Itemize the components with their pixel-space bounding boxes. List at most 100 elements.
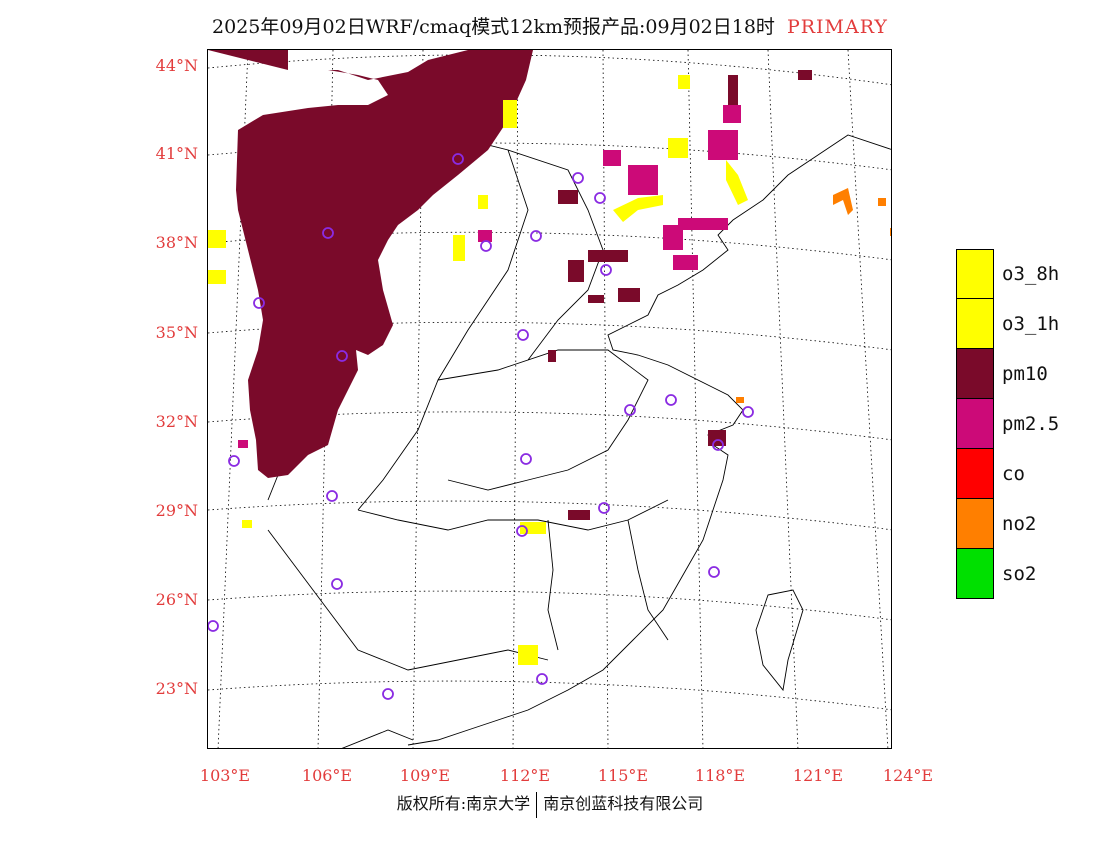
legend-swatch [956,399,994,449]
station-marker [480,240,492,252]
legend-swatch [956,499,994,549]
lat-label-41: 41°N [155,144,198,163]
legend-swatch [956,349,994,399]
lat-label-32: 32°N [155,412,198,431]
lon-label-121: 121°E [792,766,844,785]
legend-label: so2 [1002,563,1037,585]
o3-patch [518,645,538,665]
legend-item-o3-8h: o3_8h [956,249,1059,299]
pm25-patch [628,165,658,195]
lat-label-23: 23°N [155,679,198,698]
primary-tag: PRIMARY [786,16,888,38]
o3-patch [613,195,663,222]
graticule-lon-112 [512,50,519,748]
map-title: 2025年09月02日WRF/cmaq模式12km预报产品:09月02日18时 P… [0,12,1100,39]
copyright-right: 南京创蓝科技有限公司 [543,794,704,813]
map-title-text: 2025年09月02日WRF/cmaq模式12km预报产品:09月02日18时 [212,16,775,38]
o3-patch [453,235,465,261]
coastline [407,134,891,746]
station-marker [572,172,584,184]
legend-label: o3_8h [1002,263,1060,285]
copyright-left: 版权所有:南京大学 [396,794,531,813]
pm25-areas [238,105,741,448]
pm10-patch [568,510,590,520]
lat-label-35: 35°N [155,323,198,342]
station-marker [452,153,464,165]
pm10-patch [588,250,628,262]
no2-patch [736,397,744,403]
pm25-patch [678,218,728,230]
legend-swatch [956,449,994,499]
graticule-lat-44 [208,54,891,86]
o3-patch [208,230,226,248]
pm10-patch [558,190,578,204]
pm10-north-west-region [208,50,533,478]
pm10-patch [618,288,640,302]
o3-patch [208,270,226,284]
pm10-patch [568,260,584,282]
pm10-areas [208,50,812,520]
station-marker [624,404,636,416]
legend-swatch [956,549,994,599]
legend-label: co [1002,463,1025,485]
station-marker [208,620,219,632]
legend-item-no2: no2 [956,499,1059,549]
station-marker [594,192,606,204]
graticule-lon-124 [847,50,889,748]
station-marker [253,297,265,309]
pollutant-legend: o3_8h o3_1h pm10 pm2.5 co no2 so2 [956,249,1059,599]
pm25-patch [673,255,698,270]
station-marker [326,490,338,502]
legend-swatch [956,249,994,299]
legend-label: pm10 [1002,363,1048,385]
legend-label: pm2.5 [1002,413,1060,435]
legend-item-so2: so2 [956,549,1059,599]
lon-label-115: 115°E [597,766,649,785]
pm10-patch [728,75,738,105]
map-canvas [208,50,891,748]
station-marker [742,406,754,418]
station-marker [708,566,720,578]
o3-patch [242,520,252,528]
legend-swatch [956,299,994,349]
o3-patch [678,75,690,89]
o3-patch [520,522,546,534]
lon-label-103: 103°E [199,766,251,785]
lat-label-29: 29°N [155,501,198,520]
boundaries [257,109,891,748]
pm25-patch [663,225,683,250]
graticule-lat-29 [208,500,891,531]
lat-label-38: 38°N [155,233,198,252]
legend-item-pm25: pm2.5 [956,399,1059,449]
graticule-lon-121 [767,50,799,748]
station-markers [208,153,754,700]
pm25-patch [723,105,741,123]
lon-label-112: 112°E [499,766,551,785]
lon-label-118: 118°E [694,766,746,785]
lat-label-26: 26°N [155,590,198,609]
pm25-patch [238,440,248,448]
station-marker [516,525,528,537]
lat-label-44: 44°N [155,56,198,75]
pollution-map[interactable] [207,49,892,749]
pm25-patch [708,130,738,160]
o3-areas [208,75,748,665]
graticule-lon-118 [687,50,704,748]
station-marker [665,394,677,406]
station-marker [331,578,343,590]
station-marker [712,439,724,451]
hainan-island [341,729,414,748]
station-marker [228,455,240,467]
no2-areas [736,188,891,403]
graticule-lat-23 [208,680,891,711]
pm25-patch [478,230,492,242]
no2-patch [878,198,886,206]
pm10-patch [798,70,812,80]
station-marker [520,453,532,465]
pm10-patch [588,295,604,303]
legend-label: no2 [1002,513,1037,535]
station-marker [382,688,394,700]
copyright-divider [536,791,538,818]
o3-patch [503,100,517,128]
legend-item-co: co [956,449,1059,499]
